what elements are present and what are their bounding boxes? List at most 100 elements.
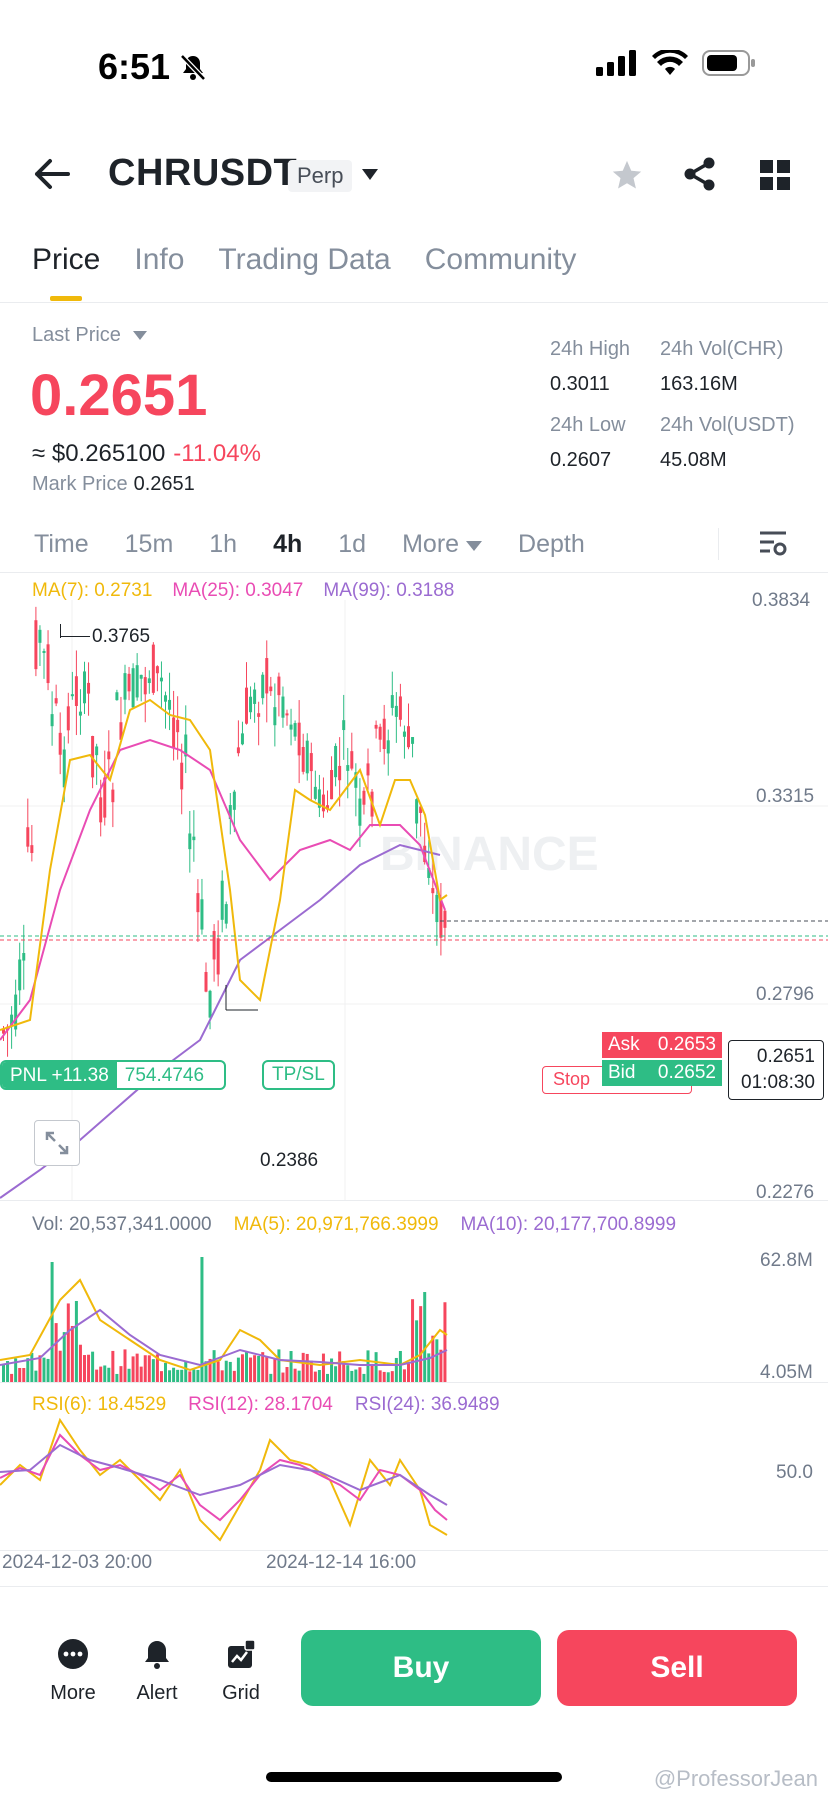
candle-body [301,746,305,772]
volume-bar [277,1349,281,1382]
volume-bar [419,1306,423,1382]
candle-body [50,714,54,727]
pnl-tag[interactable]: PNL +11.38 754.4746 [0,1060,226,1090]
grid-button[interactable]: Grid [206,1638,276,1705]
share-icon[interactable] [682,156,718,197]
candle-body [423,845,427,863]
candle-body [123,673,127,700]
wifi-icon [652,50,688,75]
symbol-title[interactable]: CHRUSDT [108,152,298,194]
tpsl-button[interactable]: TP/SL [262,1060,335,1090]
vol-chr-label: 24h Vol(CHR) [660,338,784,360]
current-price: 0.2651 [756,1046,815,1067]
interval-more-label: More [402,530,460,558]
volume-bar [423,1292,427,1382]
price-change: -11.04% [173,440,261,467]
caret-down-icon[interactable] [362,168,378,186]
interval-1h[interactable]: 1h [209,530,238,558]
bell-slash-icon [178,52,208,87]
volume-bar [232,1370,236,1382]
candle-body [22,953,26,961]
candle-body [14,994,18,1030]
divider [0,1200,828,1201]
interval-depth[interactable]: Depth [518,530,585,558]
volume-bar [46,1358,50,1382]
volume-bar [176,1369,180,1382]
volume-bar [70,1325,74,1382]
volume-bar [172,1367,176,1382]
alert-button[interactable]: Alert [122,1638,192,1705]
divider [0,302,828,303]
last-price-selector[interactable]: Last Price [32,324,147,347]
volume-bar [407,1363,410,1382]
back-arrow-icon[interactable] [34,158,70,195]
candle-body [78,711,82,716]
candle-body [232,791,236,810]
candle-body [135,665,139,698]
interval-more[interactable]: More [402,530,483,559]
expand-chart-icon[interactable] [34,1120,80,1166]
candlestick-chart[interactable]: BINANCE [0,600,828,1200]
divider [0,1382,828,1383]
candle-body [103,777,107,818]
sell-button[interactable]: Sell [557,1630,797,1706]
volume-bar [386,1372,390,1382]
candle-body [70,694,74,697]
battery-icon [702,50,755,76]
candle-body [427,867,431,878]
star-icon[interactable] [610,158,644,197]
last-price-label: Last Price [32,324,121,346]
candle-body [435,894,439,923]
candle-body [273,707,277,726]
status-time: 6:51 [98,46,171,87]
signal-icon [596,50,636,76]
volume-bar [184,1361,188,1382]
interval-4h[interactable]: 4h [273,530,303,558]
volume-chart [0,1257,448,1382]
more-button[interactable]: More [38,1638,108,1705]
approx-price-row: ≈ $0.265100 -11.04% [32,440,261,468]
buy-button[interactable]: Buy [301,1630,541,1706]
volume-bar [111,1350,115,1382]
volume-bar [415,1320,419,1382]
candle-body [62,749,66,788]
rsi6-line [0,1417,448,1542]
interval-1d[interactable]: 1d [338,530,367,558]
volume-bar [358,1367,362,1382]
vol-usdt-label: 24h Vol(USDT) [660,414,795,436]
candle-body [326,805,329,810]
tab-info[interactable]: Info [134,243,185,276]
volume-bar [285,1367,289,1382]
candle-body [155,666,159,674]
interval-15m[interactable]: 15m [124,530,174,558]
divider [0,1586,828,1587]
grid-menu-icon[interactable] [760,160,790,195]
interval-time[interactable]: Time [34,530,89,558]
chart-settings-icon[interactable] [758,530,788,563]
tab-trading-data[interactable]: Trading Data [218,243,391,276]
candle-body [253,689,257,704]
candle-body [180,762,184,790]
volume-bar [119,1366,123,1382]
candle-body [151,644,155,693]
mark-price-label: Mark Price [32,473,128,495]
candle-body [42,651,46,654]
tab-community[interactable]: Community [424,243,577,276]
interval-bar: Time 15m 1h 4h 1d More Depth [34,530,585,559]
candle-body [240,733,244,745]
bid-label: Bid [608,1062,636,1083]
volume-bar [321,1353,325,1382]
candle-body [220,880,224,920]
caret-down-icon [132,331,147,340]
divider [0,1550,828,1551]
volume-bar [398,1350,402,1382]
rsi-chart [0,1417,448,1542]
x-axis-label: 2024-12-03 20:00 [2,1552,153,1573]
tab-price[interactable]: Price [32,243,101,276]
volume-bar [431,1335,435,1382]
candle-body [366,763,370,776]
volume-bar [350,1370,354,1382]
candle-body [2,1029,5,1034]
candle-body [411,737,415,744]
volume-bar [34,1370,38,1382]
